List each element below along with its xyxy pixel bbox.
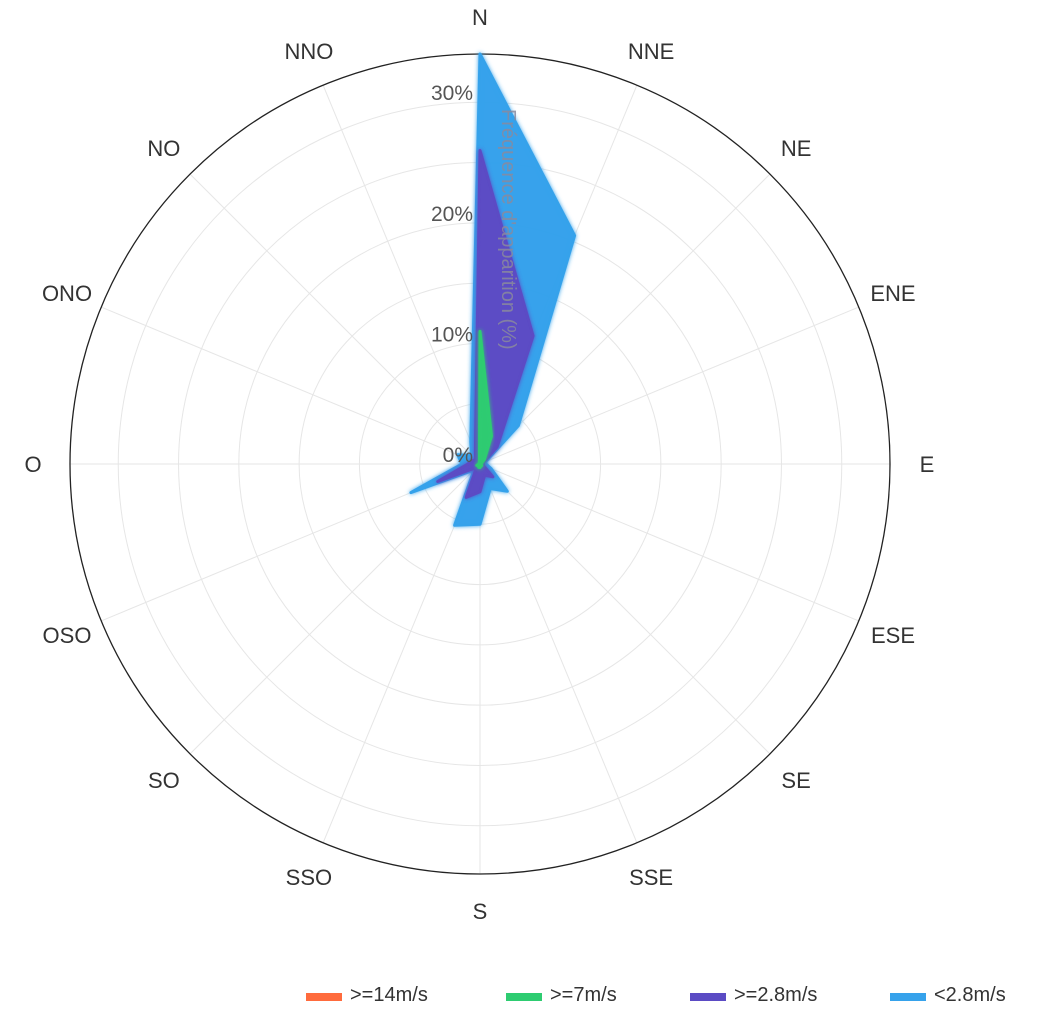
direction-label-ne: NE [781, 136, 812, 161]
legend-label: >=2.8m/s [734, 984, 817, 1006]
radial-grid [69, 53, 891, 875]
direction-label-ono: ONO [42, 281, 92, 306]
legend-label: >=7m/s [550, 984, 617, 1006]
direction-label-o: O [24, 452, 41, 477]
direction-label-ene: ENE [870, 281, 915, 306]
direction-label-ese: ESE [871, 623, 915, 648]
direction-label-se: SE [781, 768, 810, 793]
legend-swatch [690, 993, 726, 1001]
legend-item-2-8m-s[interactable]: >=2.8m/s [690, 984, 817, 1006]
legend[interactable]: >=14m/s >=7m/s >=2.8m/s <2.8m/s [306, 984, 1006, 1006]
tick-label: 0% [443, 444, 473, 467]
direction-label-s: S [473, 899, 488, 924]
grid-spoke [479, 463, 638, 843]
direction-label-oso: OSO [43, 623, 92, 648]
series-area-2-8m-s[interactable] [436, 149, 535, 499]
radial-axis-title: Fréquence d'apparition (%) [497, 109, 519, 350]
direction-labels: N NNE NE ENE E ESE SE SSE S SSO SO OSO O ONO NO NNO [24, 5, 934, 924]
direction-label-so: SO [148, 768, 180, 793]
grid-spoke [479, 306, 859, 465]
direction-label-sso: SSO [286, 865, 332, 890]
tick-label: 10% [431, 323, 473, 346]
legend-item-2-8m-s[interactable]: <2.8m/s [890, 984, 1006, 1006]
legend-item-7m-s[interactable]: >=7m/s [506, 984, 617, 1006]
direction-label-nno: NNO [284, 39, 333, 64]
legend-label: >=14m/s [350, 984, 428, 1006]
series-areas [409, 52, 577, 527]
grid-spoke [479, 463, 771, 755]
grid-spoke [322, 85, 481, 465]
grid-spoke [322, 463, 481, 843]
grid-spoke [101, 306, 481, 465]
legend-label: <2.8m/s [934, 984, 1006, 1006]
grid-spoke [189, 463, 481, 755]
direction-label-e: E [920, 452, 935, 477]
tick-label: 20% [431, 203, 473, 226]
grid-spoke [479, 463, 859, 622]
series-area-7m-s[interactable] [475, 329, 493, 470]
legend-item-14m-s[interactable]: >=14m/s [306, 984, 428, 1006]
radial-ticks: Fréquence d'apparition (%) 0% 10% 20% 30% [431, 82, 519, 467]
legend-swatch [506, 993, 542, 1001]
direction-label-n: N [472, 5, 488, 30]
tick-label: 30% [431, 82, 473, 105]
direction-label-sse: SSE [629, 865, 673, 890]
legend-swatch [306, 993, 342, 1001]
legend-swatch [890, 993, 926, 1001]
direction-label-nne: NNE [628, 39, 674, 64]
grid-spoke [479, 173, 771, 465]
direction-label-no: NO [147, 136, 180, 161]
grid-spoke [189, 173, 481, 465]
